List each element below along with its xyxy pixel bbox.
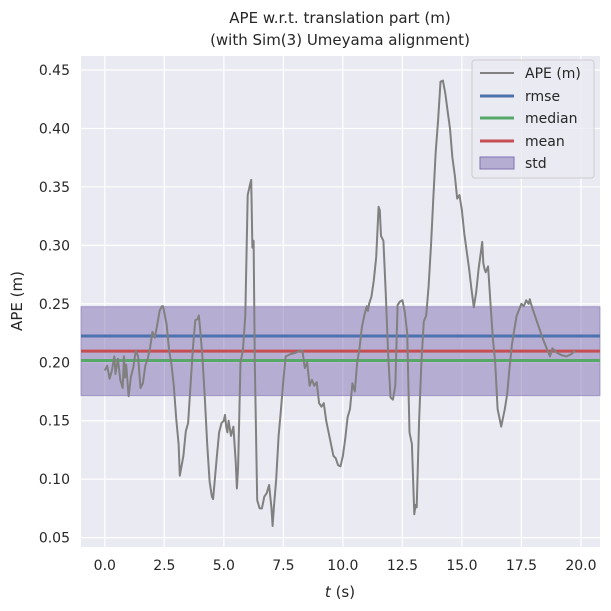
legend: APE (m) rmse median mean std	[471, 59, 595, 179]
x-tick-label: 12.5	[387, 558, 418, 574]
legend-label-ape: APE (m)	[525, 66, 581, 82]
y-tick-label: 0.05	[39, 531, 70, 547]
y-tick-label: 0.40	[39, 121, 70, 137]
x-axis-label-variable: t	[325, 583, 332, 601]
x-tick-labels: 0.0 2.5 5.0 7.5 10.0 12.5 15.0 17.5 20.0	[94, 558, 597, 574]
y-tick-label: 0.35	[39, 180, 70, 196]
x-axis-label: t (s)	[325, 583, 355, 601]
legend-label-mean: mean	[525, 134, 565, 150]
legend-swatch-std	[479, 156, 515, 170]
y-tick-label: 0.25	[39, 297, 70, 313]
x-tick-label: 5.0	[213, 558, 235, 574]
x-axis-label-unit: (s)	[331, 583, 355, 601]
y-tick-label: 0.20	[39, 355, 70, 371]
y-tick-label: 0.45	[39, 63, 70, 79]
x-tick-label: 17.5	[506, 558, 537, 574]
y-axis-label: APE (m)	[8, 271, 26, 331]
y-tick-label: 0.10	[39, 472, 70, 488]
chart-subtitle: (with Sim(3) Umeyama alignment)	[210, 31, 470, 49]
y-tick-labels: 0.05 0.10 0.15 0.20 0.25 0.30 0.35 0.40 0.45	[39, 63, 70, 547]
ape-series-line	[103, 79, 576, 527]
y-tick-label: 0.30	[39, 238, 70, 254]
series-layer	[103, 79, 576, 527]
x-tick-label: 2.5	[153, 558, 175, 574]
legend-box	[471, 59, 595, 179]
chart-title: APE w.r.t. translation part (m)	[229, 9, 450, 27]
legend-label-median: median	[525, 111, 577, 127]
x-tick-label: 7.5	[272, 558, 294, 574]
x-tick-label: 10.0	[327, 558, 358, 574]
x-tick-label: 15.0	[446, 558, 477, 574]
legend-label-rmse: rmse	[525, 89, 560, 105]
y-tick-label: 0.15	[39, 414, 70, 430]
legend-label-std: std	[525, 156, 547, 172]
x-tick-label: 20.0	[565, 558, 596, 574]
x-tick-label: 0.0	[94, 558, 116, 574]
